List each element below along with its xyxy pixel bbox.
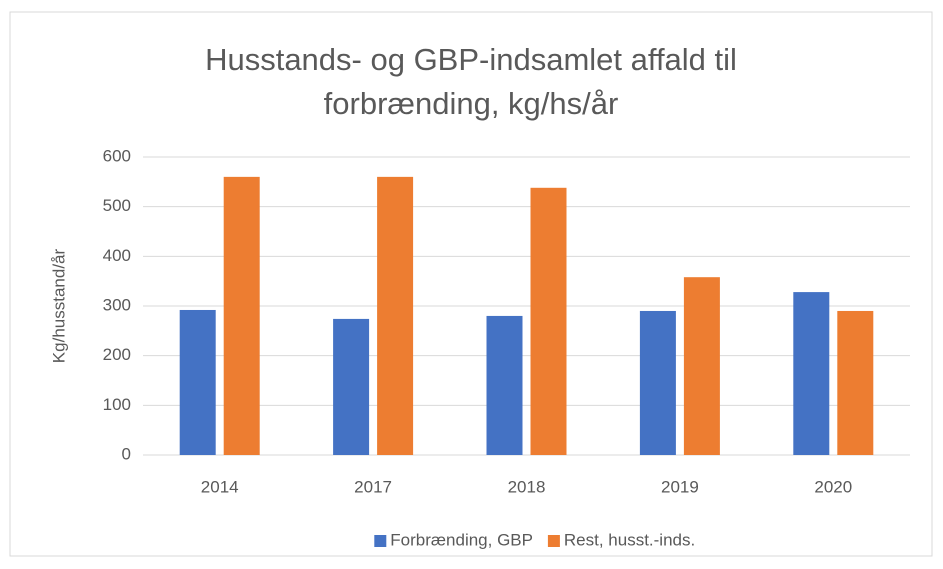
- legend-label: Forbrænding, GBP: [390, 530, 533, 549]
- bar: [223, 176, 260, 455]
- bar: [377, 176, 414, 455]
- y-tick-label: 300: [103, 295, 131, 314]
- bar: [179, 309, 216, 455]
- x-tick-label: 2020: [814, 477, 852, 496]
- x-tick-label: 2018: [508, 477, 546, 496]
- bar: [486, 315, 523, 455]
- bar: [683, 277, 720, 455]
- bar: [333, 318, 370, 455]
- y-tick-label: 600: [103, 146, 131, 165]
- bar: [837, 310, 874, 455]
- x-tick-label: 2014: [201, 477, 239, 496]
- legend-swatch: [374, 535, 387, 547]
- y-tick-label: 100: [103, 395, 131, 414]
- chart-title: Husstands- og GBP-indsamlet affald til f…: [205, 42, 737, 121]
- legend-label: Rest, husst.-inds.: [564, 530, 695, 549]
- y-axis-label: Kg/husstand/år: [49, 248, 68, 363]
- y-tick-label: 0: [122, 444, 131, 463]
- x-tick-label: 2019: [661, 477, 699, 496]
- bar: [793, 292, 830, 455]
- bar: [530, 187, 567, 455]
- y-tick-label: 200: [103, 345, 131, 364]
- chart-border: [9, 11, 933, 557]
- bar: [639, 310, 676, 455]
- y-tick-label: 500: [103, 196, 131, 215]
- y-tick-label: 400: [103, 246, 131, 265]
- legend-swatch: [547, 535, 560, 547]
- x-tick-label: 2017: [354, 477, 392, 496]
